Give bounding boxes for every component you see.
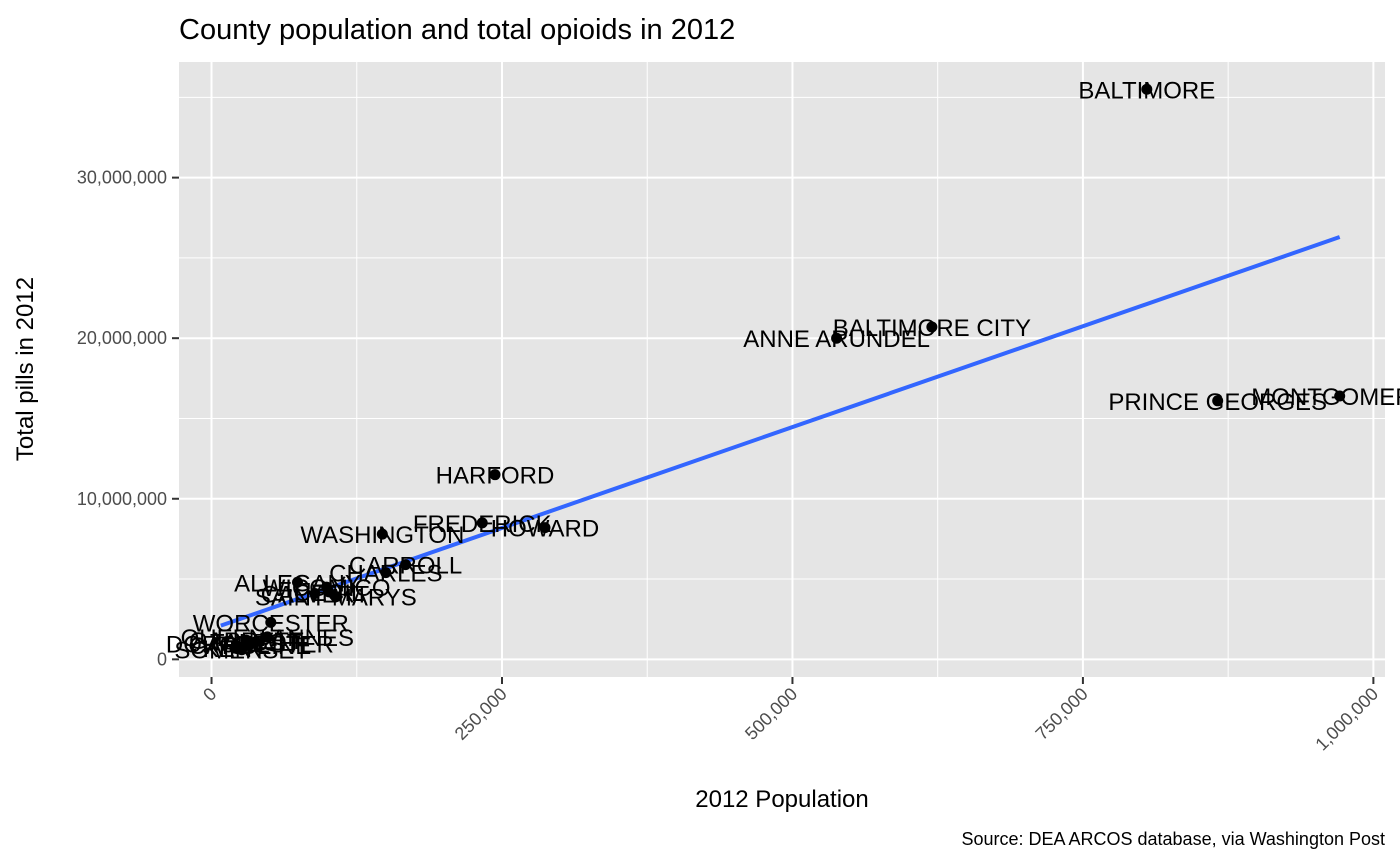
chart-title: County population and total opioids in 2…: [179, 14, 735, 46]
point-label: HARFORD: [436, 463, 555, 490]
data-point: [261, 631, 273, 643]
y-tick-label: 10,000,000: [77, 489, 167, 509]
data-point: [376, 528, 388, 540]
point-label: CECIL: [294, 580, 365, 607]
point-label: CALVERT: [261, 582, 370, 609]
point-label: ALLEGANY: [234, 570, 361, 597]
point-label: QUEEN ANNES: [181, 625, 354, 652]
data-point: [831, 332, 843, 344]
point-label: CARROLL: [349, 553, 462, 580]
x-tick-label: 0: [199, 684, 220, 705]
x-axis-title: 2012 Population: [695, 786, 868, 813]
data-point: [265, 616, 277, 628]
data-point: [1141, 83, 1153, 95]
data-point: [250, 636, 262, 648]
point-label: WASHINGTON: [300, 522, 464, 549]
x-tick-label: 500,000: [741, 684, 801, 744]
point-label: BALTIMORE: [1078, 77, 1215, 104]
data-point: [489, 469, 501, 481]
point-label: MONTGOMERY: [1251, 384, 1400, 411]
data-point: [292, 576, 304, 588]
point-label: CHARLES: [329, 561, 442, 588]
data-point: [1212, 395, 1224, 407]
chart-caption: Source: DEA ARCOS database, via Washingt…: [961, 829, 1385, 849]
point-label: CAROLINE: [189, 633, 312, 660]
point-label: KENT: [203, 636, 267, 663]
data-point: [330, 591, 342, 603]
point-label: SAINT MARYS: [255, 585, 417, 612]
y-tick-label: 20,000,000: [77, 328, 167, 348]
data-point: [309, 588, 321, 600]
data-point: [1334, 390, 1346, 402]
x-tick-label: 250,000: [451, 684, 511, 744]
y-tick-label: 0: [157, 649, 167, 669]
data-point: [400, 559, 412, 571]
x-tick-label: 750,000: [1032, 684, 1092, 744]
x-tick-label: 1,000,000: [1311, 684, 1382, 755]
data-point: [926, 321, 938, 333]
point-label: FREDERICK: [413, 511, 552, 538]
point-label: TALBOT: [210, 630, 302, 657]
data-point: [236, 644, 248, 656]
y-axis-title: Total pills in 2012: [12, 277, 39, 461]
data-point: [380, 567, 392, 579]
point-label: PRINCE GEORGES: [1108, 389, 1327, 416]
point-label: BALTIMORE CITY: [833, 315, 1031, 342]
data-point: [539, 522, 551, 534]
point-label: SOMERSET: [174, 638, 309, 665]
point-label: ANNE ARUNDEL: [743, 326, 930, 353]
y-tick-label: 30,000,000: [77, 168, 167, 188]
point-label: HOWARD: [491, 516, 599, 543]
data-point: [476, 517, 488, 529]
grid-lines: [179, 62, 1385, 677]
plot-panel: [179, 62, 1385, 677]
